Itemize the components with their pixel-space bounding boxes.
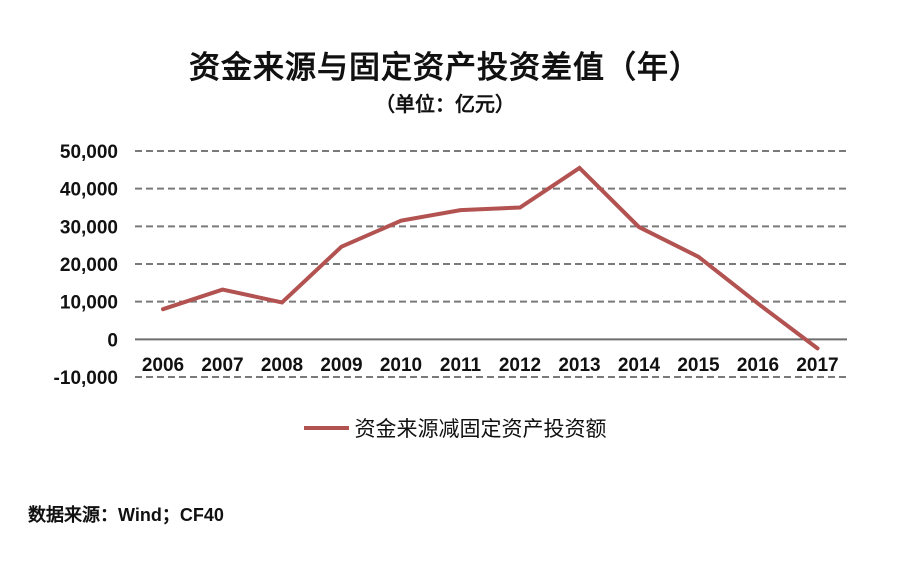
data-line-series: [161, 165, 820, 351]
legend-line-swatch: [303, 426, 349, 430]
x-tick-label: 2012: [499, 355, 541, 376]
x-tick-label: 2008: [261, 355, 303, 376]
y-tick-label: 20,000: [60, 255, 118, 276]
x-tick-label: 2016: [737, 355, 779, 376]
chart-legend: 资金来源减固定资产投资额: [10, 413, 900, 443]
x-tick-label: 2010: [380, 355, 422, 376]
x-tick-label: 2013: [558, 355, 600, 376]
line-chart: 50,000 40,000 30,000 20,000 10,000 0 -10,000 20…: [54, 142, 847, 389]
legend-label: 资金来源减固定资产投资额: [354, 418, 607, 441]
chart-title: 资金来源与固定资产投资差值（年）: [189, 50, 701, 85]
data-source: 数据来源：Wind；CF40: [28, 505, 224, 525]
y-tick-label: 10,000: [60, 293, 118, 314]
x-tick-label: 2015: [677, 355, 720, 376]
x-tick-label: 2006: [142, 355, 184, 376]
y-tick-label: 40,000: [60, 180, 118, 201]
chart-subtitle: （单位：亿元）: [375, 94, 515, 116]
x-tick-label: 2017: [796, 355, 838, 376]
x-tick-label: 2009: [320, 355, 362, 376]
y-tick-label: -10,000: [54, 368, 118, 389]
x-tick-label: 2007: [201, 355, 243, 376]
y-tick-label: 50,000: [60, 142, 118, 163]
x-tick-label: 2014: [618, 355, 661, 376]
x-tick-label: 2011: [440, 355, 482, 376]
y-tick-label: 30,000: [60, 217, 118, 238]
y-tick-label: 0: [107, 330, 118, 351]
